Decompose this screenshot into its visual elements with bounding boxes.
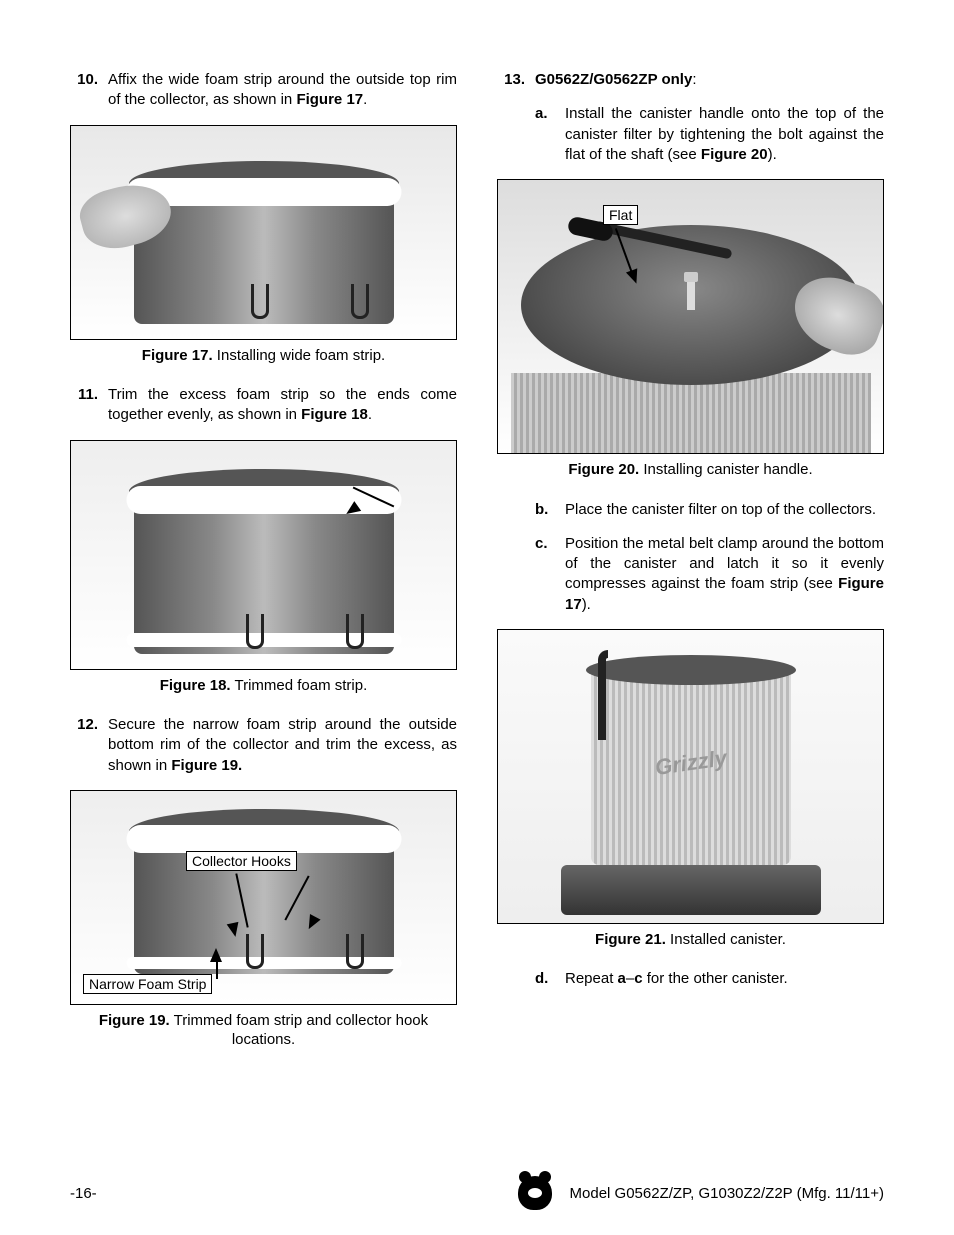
step-number: 12. [70,715,108,776]
page-number: -16- [70,1185,97,1202]
figure-18-caption: Figure 18. Trimmed foam strip. [70,676,457,696]
substep-letter: c. [535,534,565,615]
bear-logo-icon [518,1176,552,1210]
figure-17-caption: Figure 17. Installing wide foam strip. [70,346,457,366]
substep-text: Install the canister handle onto the top… [565,104,884,165]
substep-letter: b. [535,500,565,520]
model-info: Model G0562Z/ZP, G1030Z2/Z2P (Mfg. 11/11… [570,1185,884,1202]
page-footer: -16- Model G0562Z/ZP, G1030Z2/Z2P (Mfg. … [70,1176,884,1210]
figure-19-caption: Figure 19. Trimmed foam strip and collec… [70,1011,457,1050]
figure-21-caption: Figure 21. Installed canister. [497,930,884,950]
figure-21: Grizzly [497,629,884,924]
step-13: 13. G0562Z/G0562ZP only: [497,70,884,90]
right-column: 13. G0562Z/G0562ZP only: a. Install the … [497,70,884,1070]
figure-20: Flat [497,179,884,454]
substep-letter: d. [535,969,565,989]
callout-flat: Flat [603,205,638,225]
substep-b: b. Place the canister filter on top of t… [535,500,884,520]
figure-19: Collector Hooks Narrow Foam Strip [70,790,457,1005]
callout-collector-hooks: Collector Hooks [186,851,297,871]
step-text: Trim the excess foam strip so the ends c… [108,385,457,426]
substep-letter: a. [535,104,565,165]
step-number: 10. [70,70,108,111]
substep-a: a. Install the canister handle onto the … [535,104,884,165]
step-10: 10. Affix the wide foam strip around the… [70,70,457,111]
step-text: G0562Z/G0562ZP only: [535,70,696,90]
substep-c: c. Position the metal belt clamp around … [535,534,884,615]
step-12: 12. Secure the narrow foam strip around … [70,715,457,776]
step-number: 13. [497,70,535,90]
substep-d: d. Repeat a–c for the other canister. [535,969,884,989]
step-11: 11. Trim the excess foam strip so the en… [70,385,457,426]
step-text: Secure the narrow foam strip around the … [108,715,457,776]
figure-17 [70,125,457,340]
substep-text: Place the canister filter on top of the … [565,500,876,520]
left-column: 10. Affix the wide foam strip around the… [70,70,457,1070]
substep-text: Position the metal belt clamp around the… [565,534,884,615]
substep-text: Repeat a–c for the other canister. [565,969,788,989]
figure-20-caption: Figure 20. Installing canister handle. [497,460,884,480]
step-number: 11. [70,385,108,426]
step-text: Affix the wide foam strip around the out… [108,70,457,111]
callout-narrow-foam: Narrow Foam Strip [83,974,212,994]
figure-18 [70,440,457,670]
